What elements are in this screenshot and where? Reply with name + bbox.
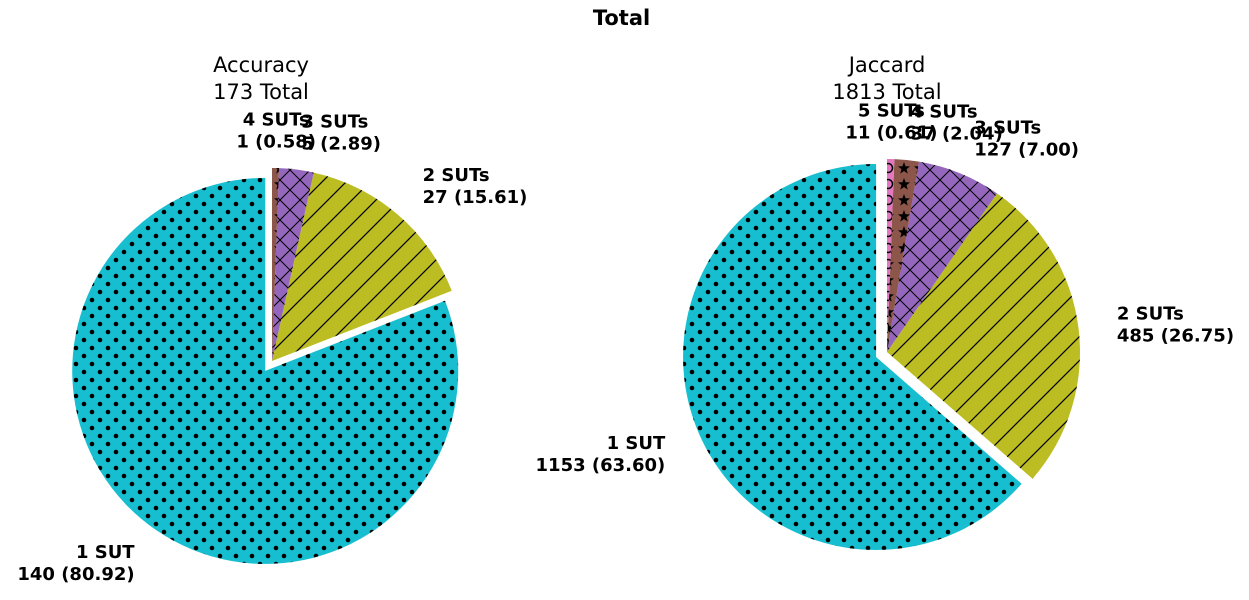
- pie-slice-accuracy-2-suts: [272, 172, 452, 361]
- slice-label-accuracy-4-suts: 4 SUTs 1 (0.58): [236, 109, 316, 152]
- pie-slice-accuracy-1-sut: [72, 177, 459, 564]
- slice-label-accuracy-2-suts: 2 SUTs 27 (15.61): [423, 165, 528, 208]
- pie-slice-jaccard-2-suts: [887, 193, 1080, 479]
- slice-label-jaccard-2-suts: 2 SUTs 485 (26.75): [1117, 303, 1234, 346]
- pie-slice-jaccard-5-suts: [887, 159, 895, 352]
- chart-subtitle-jaccard: 1813 Total: [832, 80, 941, 104]
- slice-label-jaccard-1-sut: 1 SUT 1153 (63.60): [536, 433, 666, 476]
- pie-slice-jaccard-3-suts: [887, 161, 998, 352]
- slice-label-accuracy-3-suts: 3 SUTs 5 (2.89): [301, 111, 381, 154]
- slice-label-jaccard-5-suts: 5 SUTs 11 (0.61): [845, 100, 937, 143]
- pie-slice-jaccard-4-suts: [887, 159, 919, 352]
- chart-title-accuracy: Accuracy: [213, 53, 309, 77]
- chart-title-jaccard: Jaccard: [847, 53, 926, 77]
- slice-label-jaccard-3-suts: 3 SUTs 127 (7.00): [974, 117, 1079, 160]
- chart-subtitle-accuracy: 173 Total: [213, 80, 309, 104]
- pie-chart-jaccard: Jaccard 1813 Total 1 SUT 1153 (63.60) 2 SU…: [536, 53, 1234, 550]
- pie-slice-jaccard-1-sut: [683, 163, 1022, 550]
- pie-chart-accuracy: Accuracy 173 Total 1 SUT 140 (80.92) 2 SUT…: [17, 53, 527, 585]
- slice-label-accuracy-1-sut: 1 SUT 140 (80.92): [17, 542, 135, 585]
- figure-title: Total: [592, 6, 651, 30]
- pie-slice-accuracy-4-suts: [272, 168, 280, 361]
- pie-slice-accuracy-3-suts: [272, 168, 314, 361]
- slice-label-jaccard-4-suts: 4 SUTs 37 (2.04): [911, 102, 1003, 145]
